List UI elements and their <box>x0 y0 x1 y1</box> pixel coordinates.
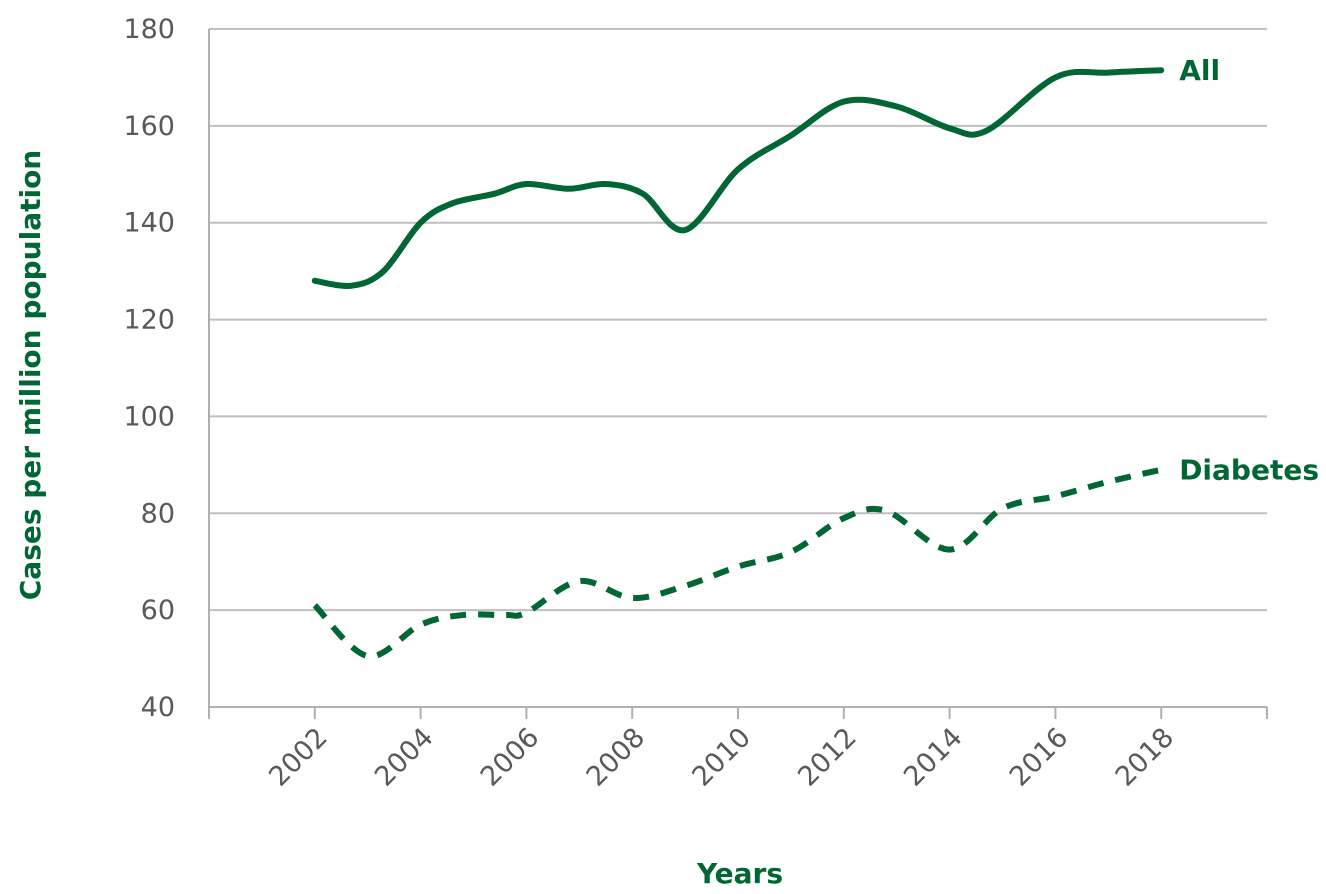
x-tick-label: 2010 <box>686 722 757 793</box>
x-tick-label: 2006 <box>475 722 546 793</box>
series-line-diabetes <box>312 466 1162 660</box>
y-tick-label: 40 <box>141 692 175 723</box>
series-line-all <box>311 67 1165 289</box>
y-tick-label: 160 <box>123 111 175 142</box>
y-tick-labels: 40 60 80 100 120 140 160 180 <box>123 14 175 723</box>
x-tick-label: 2014 <box>898 722 969 793</box>
grid-lines <box>209 28 1267 612</box>
x-tick-label: 2016 <box>1004 722 1075 793</box>
x-tick-label: 2018 <box>1110 722 1181 793</box>
x-tick-label: 2004 <box>369 722 440 793</box>
y-tick-label: 100 <box>123 401 175 432</box>
y-tick-label: 80 <box>141 498 175 529</box>
x-tick-label: 2008 <box>581 722 652 793</box>
series-label-diabetes: Diabetes <box>1179 454 1319 487</box>
y-tick-label: 120 <box>123 305 175 336</box>
x-axis-title: Years <box>696 857 783 890</box>
x-tick-label: 2002 <box>263 722 334 793</box>
y-tick-label: 60 <box>141 595 175 626</box>
x-tick-labels: 2002 2004 2006 2008 2010 2012 2014 2016 2018 <box>263 722 1180 793</box>
y-tick-label: 140 <box>123 208 175 239</box>
series-lines <box>311 67 1165 660</box>
y-tick-label: 180 <box>123 14 175 45</box>
series-label-all: All <box>1179 54 1220 87</box>
axes <box>208 29 1268 719</box>
series-labels: All Diabetes <box>1179 54 1319 487</box>
y-axis-title: Cases per million population <box>14 150 47 601</box>
x-tick-label: 2012 <box>792 722 863 793</box>
